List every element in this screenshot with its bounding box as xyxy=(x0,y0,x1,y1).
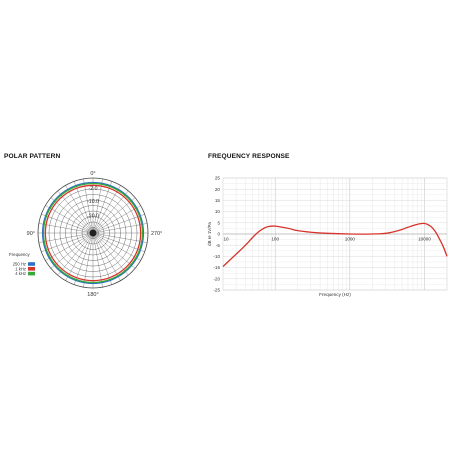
polar-ring xyxy=(59,199,127,267)
polar-center xyxy=(89,229,97,237)
polar-ring xyxy=(87,227,99,239)
freq-y-tick-label: 0 xyxy=(217,232,220,237)
freq-y-tick-label: -20 xyxy=(213,276,220,281)
freq-y-tick-label: 10 xyxy=(215,209,221,214)
freq-x-tick-label: 10 xyxy=(223,237,229,242)
polar-ring xyxy=(81,221,105,245)
frequency-chart: 25 20 15 10 5 0 -5 -10 -15 -20 -25 10 100 1000 10000 Fr… xyxy=(207,176,448,297)
freq-y-tick-label: 20 xyxy=(215,187,221,192)
freq-y-tick-label: -15 xyxy=(213,265,220,270)
freq-y-tick-label: 25 xyxy=(215,176,221,181)
polar-angle-label-90: 90° xyxy=(27,231,35,237)
polar-ring xyxy=(76,216,110,250)
polar-ring xyxy=(48,188,138,278)
polar-legend-swatch xyxy=(28,262,35,266)
polar-series-1-khz xyxy=(44,184,142,282)
polar-angle-label-180: 180° xyxy=(87,292,98,298)
polar-legend-label: 4 kHz xyxy=(15,271,26,276)
polar-angle-label-0: 0° xyxy=(90,171,95,177)
polar-ring-label: -20.0 xyxy=(87,214,99,220)
polar-chart: -2.0 -10.0 -20.0 0° 90° 180° 270° Frequency 250 … xyxy=(9,171,162,298)
freq-y-tick-label: -5 xyxy=(216,243,221,248)
polar-series-250-hz xyxy=(41,181,145,285)
freq-y-tick-label: 15 xyxy=(215,198,221,203)
polar-ring-label: -10.0 xyxy=(87,199,99,205)
polar-legend-label: 1 kHz xyxy=(15,266,26,271)
polar-legend-title: Frequency xyxy=(9,252,31,257)
frequency-response-title: FREQUENCY RESPONSE xyxy=(208,153,290,160)
freq-x-tick-label: 10000 xyxy=(418,237,431,242)
polar-ring xyxy=(37,177,149,289)
polar-series-4-khz xyxy=(42,182,144,284)
polar-angle-label-270: 270° xyxy=(151,231,162,237)
freq-x-tick-label: 1000 xyxy=(345,237,356,242)
polar-legend-label: 250 Hz xyxy=(13,262,26,267)
polar-ring-label: -2.0 xyxy=(89,186,98,192)
polar-ring xyxy=(54,194,132,272)
freq-y-tick-label: 5 xyxy=(217,220,220,225)
polar-ring xyxy=(70,210,116,256)
polar-ring xyxy=(65,205,121,261)
freq-x-tick-label: 100 xyxy=(271,237,279,242)
freq-x-axis-label: Frequency (Hz) xyxy=(319,292,351,297)
freq-y-axis-label: dB re 1V/Pa xyxy=(207,222,212,246)
freq-response-curve xyxy=(222,222,448,267)
polar-pattern-title: POLAR PATTERN xyxy=(4,153,61,160)
polar-legend-swatch xyxy=(28,267,35,271)
polar-legend-swatch xyxy=(28,271,35,276)
freq-y-tick-label: -25 xyxy=(213,288,220,293)
freq-y-tick-label: -10 xyxy=(213,254,220,259)
